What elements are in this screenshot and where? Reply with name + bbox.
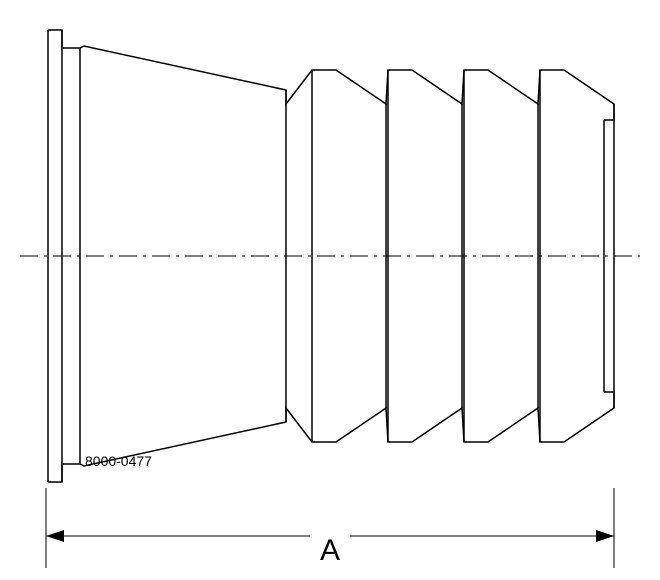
dimension-A-group: A (46, 488, 614, 568)
dimension-A-arrow-left (46, 530, 64, 542)
part-number-label: 8000-0477 (85, 453, 152, 469)
dimension-A-arrow-right (596, 530, 614, 542)
dimension-A-label: A (320, 534, 340, 567)
engineering-drawing: 8000-0477 A (0, 0, 660, 580)
part-outline-top (48, 30, 614, 120)
